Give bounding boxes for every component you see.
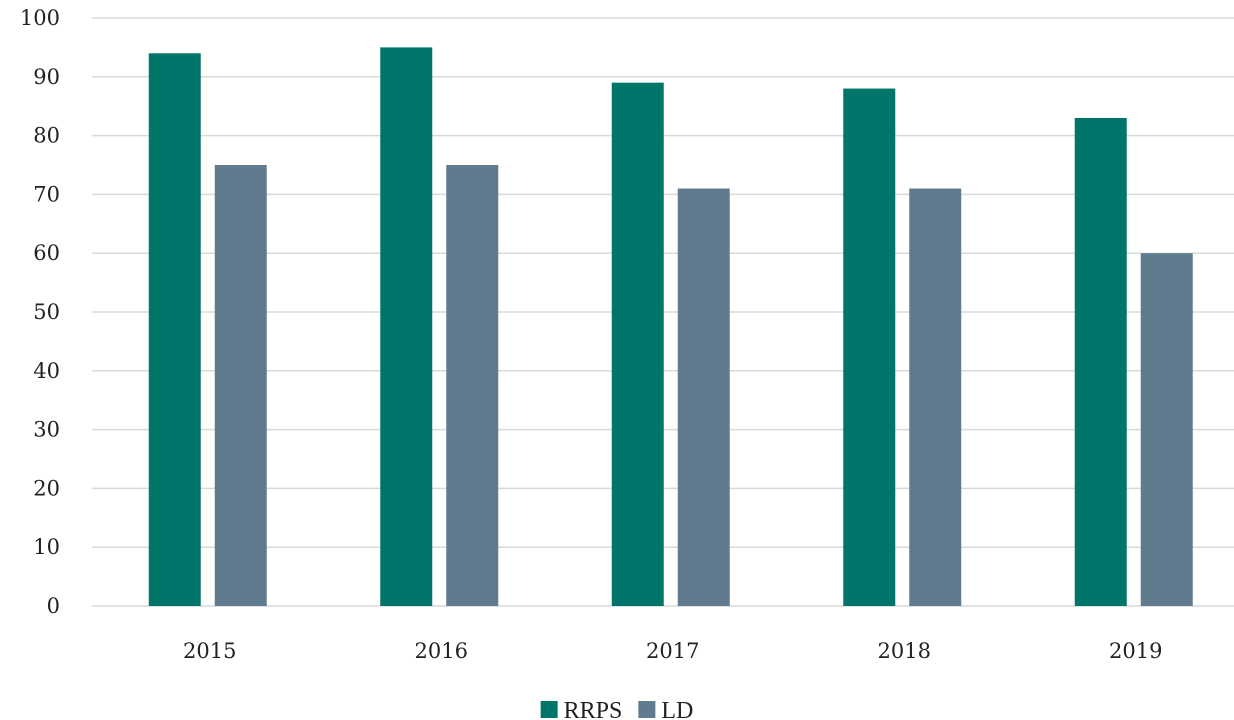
x-tick-label: 2019 xyxy=(1109,639,1162,663)
bar-rrps-2018 xyxy=(843,88,896,606)
bar-ld-2017 xyxy=(677,188,730,606)
y-tick-label: 10 xyxy=(33,535,60,559)
y-tick-label: 50 xyxy=(33,300,60,324)
legend-swatch-rrps xyxy=(540,701,558,718)
legend-swatch-ld xyxy=(638,701,656,718)
y-tick-label: 20 xyxy=(33,476,60,500)
bar-rrps-2016 xyxy=(380,47,433,606)
legend-label-rrps: RRPS xyxy=(564,698,623,720)
bar-ld-2015 xyxy=(214,165,267,606)
bar-ld-2019 xyxy=(1140,253,1193,606)
legend: RRPS LD xyxy=(540,698,693,720)
bar-rrps-2019 xyxy=(1074,117,1127,607)
bar-ld-2018 xyxy=(909,188,962,606)
y-tick-label: 90 xyxy=(33,65,60,89)
y-tick-label: 80 xyxy=(33,124,60,148)
bar-rrps-2017 xyxy=(611,82,664,607)
y-tick-label: 60 xyxy=(33,241,60,265)
x-tick-label: 2018 xyxy=(878,639,931,663)
y-tick-label: 30 xyxy=(33,418,60,442)
y-tick-label: 0 xyxy=(47,594,60,618)
x-tick-label: 2015 xyxy=(183,639,236,663)
x-axis-tick-labels: 2015 2016 2017 2018 2019 xyxy=(183,639,1162,663)
bar-rrps-2015 xyxy=(148,53,201,606)
x-tick-label: 2017 xyxy=(646,639,699,663)
y-tick-label: 100 xyxy=(20,6,60,30)
y-tick-label: 40 xyxy=(33,359,60,383)
y-axis-tick-labels: 0 10 20 30 40 50 60 70 80 90 100 xyxy=(20,6,60,618)
bar-ld-2016 xyxy=(446,165,499,606)
y-tick-label: 70 xyxy=(33,182,60,206)
bars xyxy=(148,47,1193,607)
legend-label-ld: LD xyxy=(661,698,693,720)
x-tick-label: 2016 xyxy=(415,639,468,663)
